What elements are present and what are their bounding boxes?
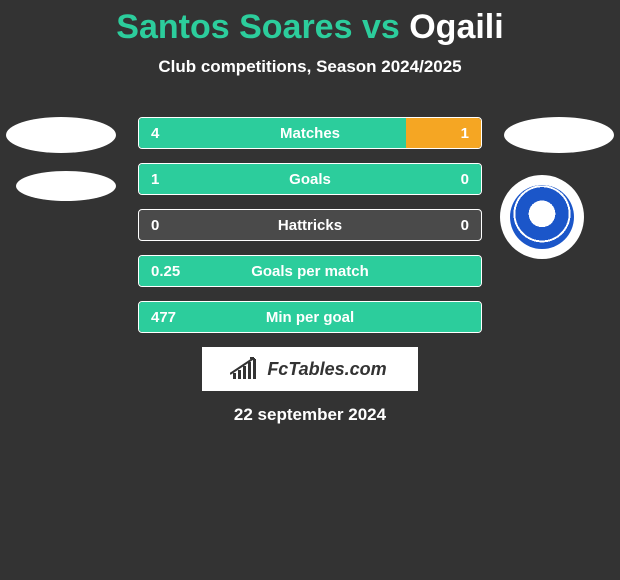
stat-area: 4 Matches 1 1 Goals 0 0 Hattricks 0 [0, 117, 620, 333]
stat-rows: 4 Matches 1 1 Goals 0 0 Hattricks 0 [138, 117, 482, 333]
stat-row: 477 Min per goal [138, 301, 482, 333]
root: Santos Soares vs Ogaili Club competition… [0, 0, 620, 580]
metric-label: Goals per match [139, 256, 481, 287]
page-title: Santos Soares vs Ogaili [0, 0, 620, 47]
metric-label: Matches [139, 118, 481, 149]
brand-box: FcTables.com [202, 347, 418, 391]
footer-date: 22 september 2024 [0, 405, 620, 425]
player2-club-badge [500, 175, 584, 259]
stat-row: 1 Goals 0 [138, 163, 482, 195]
club-badge-icon [510, 185, 574, 249]
player2-name: Ogaili [409, 8, 503, 46]
brand-chart-icon [233, 359, 261, 379]
stat-row: 4 Matches 1 [138, 117, 482, 149]
player2-ellipse [504, 117, 614, 153]
value-right: 0 [461, 164, 469, 195]
player1-name: Santos Soares [116, 8, 352, 46]
metric-label: Min per goal [139, 302, 481, 333]
vs-text: vs [353, 8, 410, 46]
stat-row: 0 Hattricks 0 [138, 209, 482, 241]
metric-label: Hattricks [139, 210, 481, 241]
metric-label: Goals [139, 164, 481, 195]
player1-ellipse-1 [6, 117, 116, 153]
value-right: 1 [461, 118, 469, 149]
stat-row: 0.25 Goals per match [138, 255, 482, 287]
brand-text: FcTables.com [267, 359, 386, 380]
player1-ellipse-2 [16, 171, 116, 201]
value-right: 0 [461, 210, 469, 241]
subtitle: Club competitions, Season 2024/2025 [0, 57, 620, 77]
